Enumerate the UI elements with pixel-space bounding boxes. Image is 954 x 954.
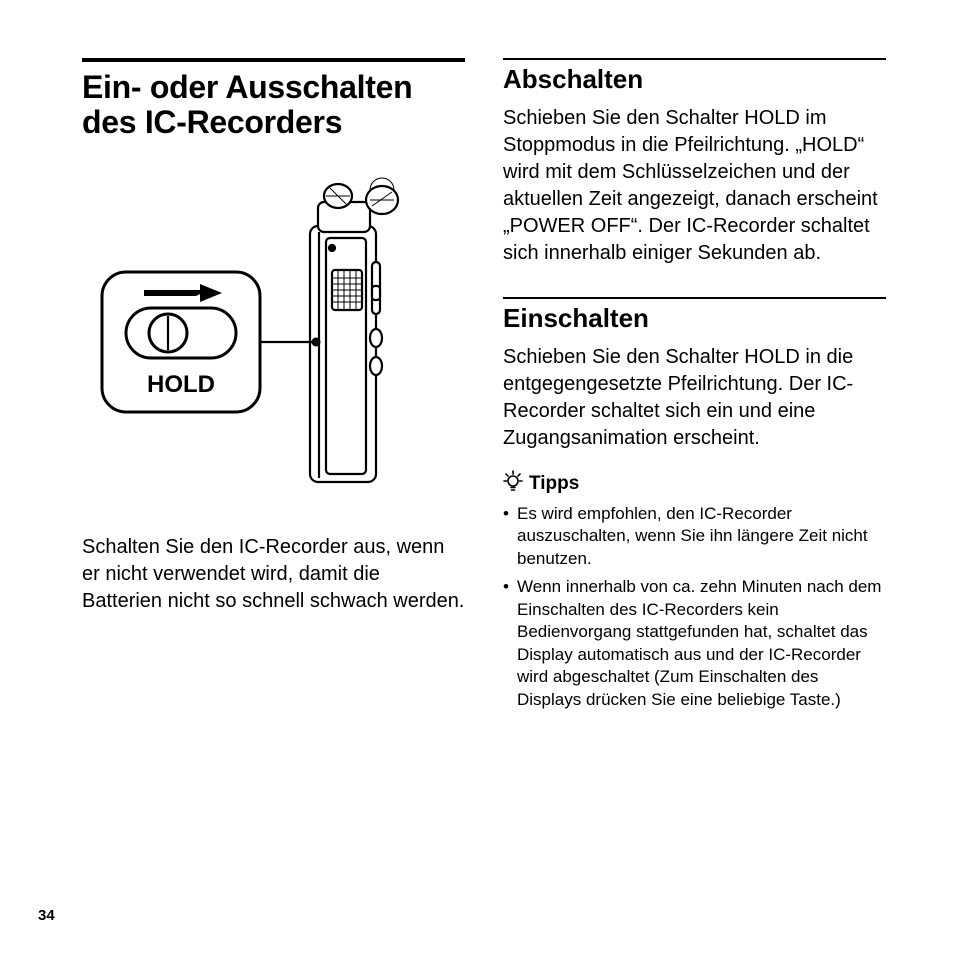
tips-label: Tipps — [529, 473, 579, 495]
tips-list: Es wird empfohlen, den IC-Recorder auszu… — [503, 503, 886, 711]
body-einschalten: Schieben Sie den Schalter HOLD in die en… — [503, 344, 886, 452]
right-column: Abschalten Schieben Sie den Schalter HOL… — [503, 58, 886, 741]
left-body-text: Schalten Sie den IC-Recorder aus, wenn e… — [82, 534, 465, 615]
left-column: Ein- oder Ausschalten des IC-Recorders — [82, 58, 465, 741]
heading-einschalten: Einschalten — [503, 303, 886, 334]
section-abschalten: Abschalten Schieben Sie den Schalter HOL… — [503, 58, 886, 267]
page-title: Ein- oder Ausschalten des IC-Recorders — [82, 70, 465, 140]
heading-rule — [82, 58, 465, 62]
tips-item: Es wird empfohlen, den IC-Recorder auszu… — [503, 503, 886, 570]
lightbulb-icon — [503, 470, 523, 497]
hold-switch-figure: HOLD — [82, 166, 422, 506]
two-column-layout: Ein- oder Ausschalten des IC-Recorders — [82, 58, 886, 741]
tips-item: Wenn innerhalb von ca. zehn Minuten nach… — [503, 576, 886, 711]
page-number: 34 — [38, 907, 55, 924]
heading-rule — [503, 58, 886, 60]
heading-abschalten: Abschalten — [503, 64, 886, 95]
section-einschalten: Einschalten Schieben Sie den Schalter HO… — [503, 297, 886, 711]
tips-heading: Tipps — [503, 470, 886, 497]
hold-label-text: HOLD — [147, 371, 215, 398]
heading-rule — [503, 297, 886, 299]
manual-page: Ein- oder Ausschalten des IC-Recorders — [0, 0, 954, 791]
body-abschalten: Schieben Sie den Schalter HOLD im Stoppm… — [503, 105, 886, 267]
